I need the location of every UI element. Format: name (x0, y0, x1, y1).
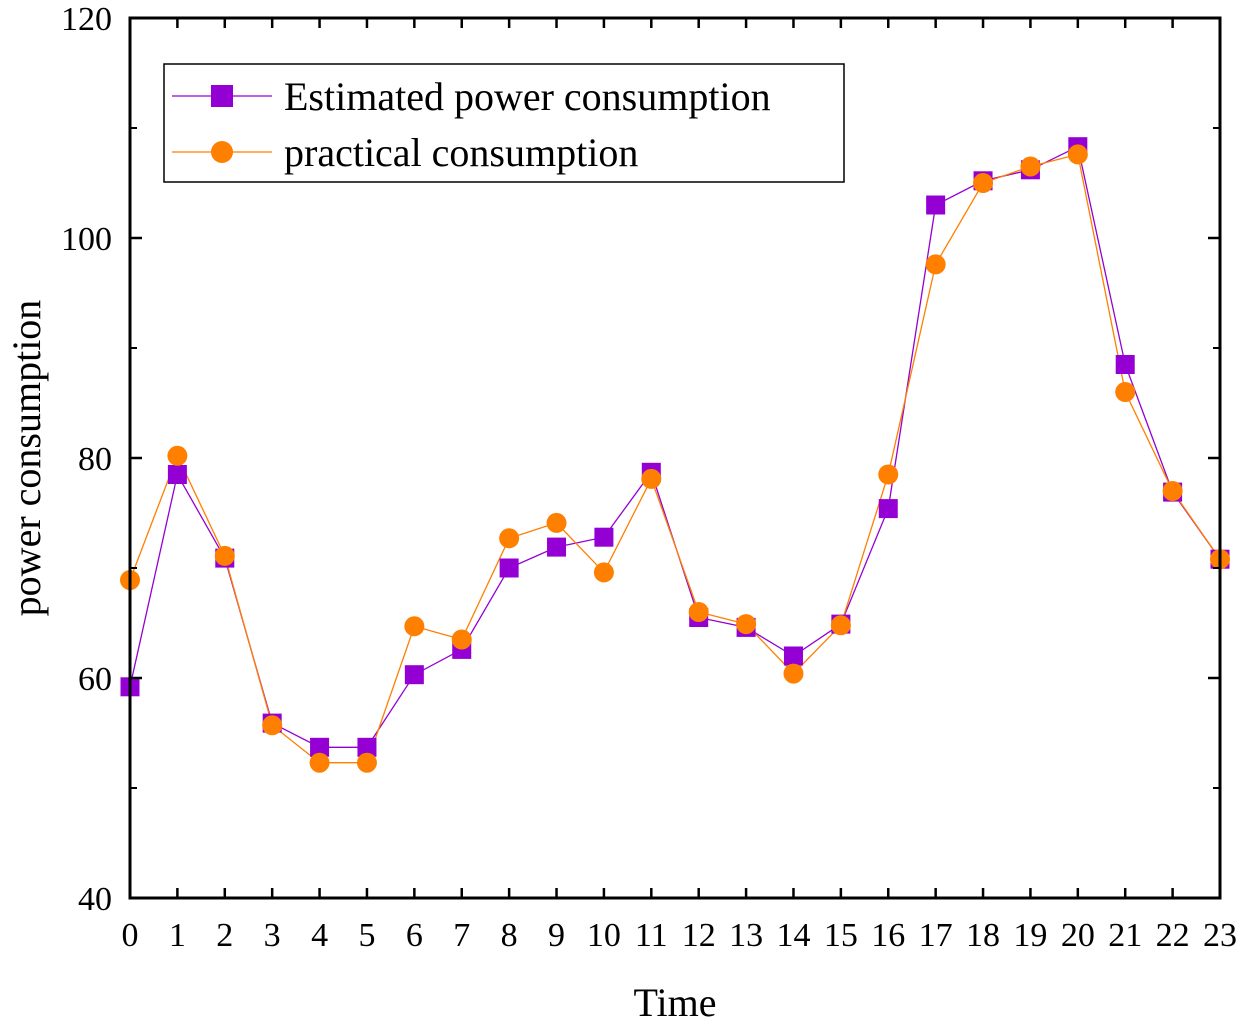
data-point (262, 715, 283, 736)
y-tick-label: 120 (61, 1, 112, 38)
data-point (925, 254, 946, 275)
x-tick-label: 6 (406, 917, 423, 954)
series-line (129, 145, 1221, 748)
data-point (547, 537, 567, 557)
data-point (310, 737, 330, 757)
x-tick-label: 22 (1156, 917, 1190, 954)
data-point (167, 465, 187, 484)
x-tick-label: 2 (216, 917, 233, 954)
data-point (926, 195, 946, 215)
x-tick-label: 23 (1203, 917, 1237, 954)
data-point (451, 629, 472, 650)
x-tick-label: 21 (1108, 917, 1142, 954)
x-axis-title: Time (633, 980, 716, 1025)
y-tick-label: 60 (78, 661, 112, 698)
data-point (1162, 481, 1183, 501)
data-point (783, 646, 803, 666)
data-point (356, 752, 377, 773)
x-tick-label: 13 (729, 917, 763, 954)
data-point (783, 663, 804, 684)
series-layer (120, 137, 1230, 773)
data-point (1020, 156, 1041, 177)
data-point (593, 562, 614, 583)
legend-label-estimated: Estimated power consumption (284, 74, 771, 119)
series-0 (129, 145, 1221, 748)
data-point (499, 528, 520, 549)
data-point (1115, 382, 1136, 402)
series-0-markers (120, 137, 1230, 757)
x-tick-label: 15 (824, 917, 858, 954)
series-line (129, 153, 1221, 764)
y-tick-label: 100 (61, 221, 112, 258)
x-tick-label: 0 (122, 917, 139, 954)
data-point (688, 602, 709, 622)
data-point (214, 545, 235, 566)
x-tick-label: 14 (776, 917, 810, 954)
x-tick-label: 12 (682, 917, 716, 954)
x-tick-label: 10 (587, 917, 621, 954)
legend-label-practical: practical consumption (284, 130, 638, 175)
data-point (1115, 355, 1135, 374)
data-point (1067, 144, 1088, 165)
legend-marker-practical (211, 141, 233, 163)
data-point (878, 499, 898, 519)
x-tick-label: 9 (548, 917, 565, 954)
legend-box (163, 63, 845, 183)
data-point (404, 665, 424, 685)
axis-ticks (128, 16, 1222, 900)
data-point (546, 512, 567, 533)
x-tick-label: 11 (635, 917, 668, 954)
y-tick-label: 40 (78, 881, 112, 918)
x-tick-label: 20 (1061, 917, 1095, 954)
y-axis-title: power consumption (4, 300, 49, 617)
x-tick-label: 18 (966, 917, 1000, 954)
data-point (736, 614, 757, 635)
data-point (830, 615, 851, 636)
data-point (499, 558, 519, 578)
data-point (641, 468, 662, 489)
x-tick-label: 1 (169, 917, 186, 954)
tick-labels: 0 1 2 3 4 5 6 7 8 9 10 11 12 13 14 15 16 17 18 19 20 21 22 2340… (61, 1, 1237, 954)
x-tick-label: 7 (453, 917, 470, 954)
x-tick-label: 3 (264, 917, 281, 954)
x-tick-label: 4 (311, 917, 328, 954)
x-tick-label: 5 (358, 917, 375, 954)
data-point (594, 527, 614, 547)
x-tick-label: 19 (1013, 917, 1047, 954)
data-point (309, 752, 330, 773)
legend-marker-estimated (211, 85, 233, 107)
data-point (357, 737, 377, 757)
data-point (878, 464, 899, 485)
data-point (973, 173, 994, 193)
legend: Estimated power consumption practical co… (163, 63, 845, 183)
x-tick-label: 17 (919, 917, 953, 954)
x-tick-label: 16 (871, 917, 905, 954)
data-point (167, 445, 188, 466)
y-tick-label: 80 (78, 441, 112, 478)
series-1 (129, 153, 1221, 764)
series-1-markers (120, 144, 1230, 773)
x-tick-label: 8 (501, 917, 518, 954)
data-point (404, 616, 425, 637)
